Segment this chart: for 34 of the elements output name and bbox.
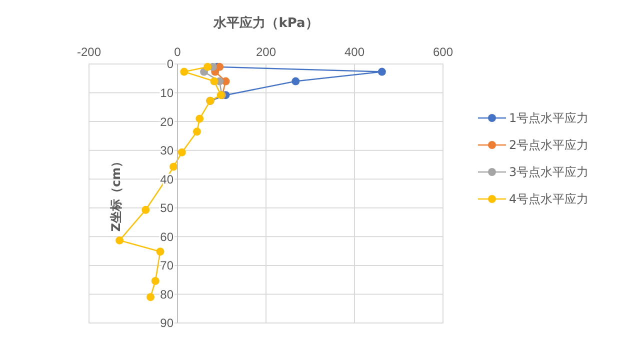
x-tick-label: 400 bbox=[344, 45, 365, 59]
y-tick-label: 80 bbox=[160, 287, 174, 302]
point bbox=[178, 148, 186, 156]
legend-label: 2号点水平应力 bbox=[509, 138, 589, 152]
legend-label: 1号点水平应力 bbox=[509, 111, 589, 126]
x-tick-label: 600 bbox=[432, 45, 454, 59]
y-tick-label: 20 bbox=[160, 114, 174, 129]
y-tick-label: 10 bbox=[160, 86, 174, 100]
point bbox=[204, 62, 212, 71]
point bbox=[116, 236, 124, 244]
x-tick-label: 200 bbox=[256, 45, 276, 59]
point bbox=[378, 68, 386, 76]
y-tick-label: 30 bbox=[160, 144, 174, 158]
legend-label: 4号点水平应力 bbox=[509, 192, 589, 206]
point bbox=[151, 277, 160, 285]
y-tick-label: 90 bbox=[160, 316, 174, 330]
y-tick-label: 40 bbox=[160, 172, 174, 186]
point bbox=[170, 162, 178, 171]
point bbox=[196, 114, 204, 123]
y-tick-label: 0 bbox=[166, 57, 174, 72]
x-axis-title: 水平应力（kPa） bbox=[212, 15, 318, 31]
y-tick-label: 60 bbox=[160, 230, 174, 244]
y-axis-title: Z坐标（cm） bbox=[109, 155, 123, 232]
legend-label: 3号点水平应力 bbox=[509, 165, 589, 180]
point bbox=[146, 293, 154, 302]
x-tick-label: -200 bbox=[76, 45, 102, 59]
point bbox=[292, 77, 300, 86]
point bbox=[156, 248, 164, 256]
point bbox=[142, 206, 150, 214]
y-tick-label: 70 bbox=[160, 258, 174, 273]
point bbox=[192, 128, 201, 136]
y-tick-label: 50 bbox=[160, 201, 174, 216]
point bbox=[210, 77, 218, 86]
point bbox=[180, 68, 188, 76]
